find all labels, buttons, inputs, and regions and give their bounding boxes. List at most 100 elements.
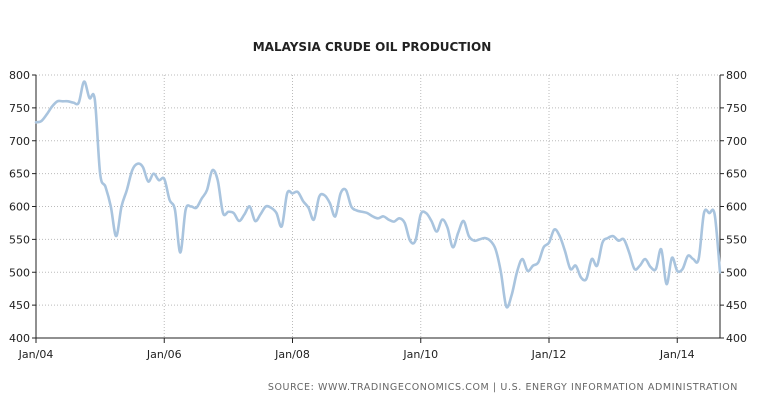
data-point (457, 232, 459, 234)
data-point (719, 271, 721, 273)
data-point (275, 212, 277, 214)
data-point (687, 255, 689, 257)
data-point (35, 121, 37, 123)
y-tick-label-left: 700 (9, 135, 30, 148)
data-point (339, 192, 341, 194)
y-tick-label-left: 800 (9, 69, 30, 82)
data-point (532, 264, 534, 266)
data-point (478, 238, 480, 240)
data-point (174, 209, 176, 211)
data-point (78, 101, 80, 103)
y-axis-right: 400 450 500 550 600 650 700 750 800 (720, 69, 747, 345)
y-tick-label-right: 700 (726, 135, 747, 148)
y-tick-label-left: 500 (9, 266, 30, 279)
data-point (334, 215, 336, 217)
y-tick-label-right: 800 (726, 69, 747, 82)
x-tick-label: Jan/14 (659, 348, 695, 361)
data-point (387, 218, 389, 220)
data-point (537, 261, 539, 263)
data-point (318, 195, 320, 197)
data-point (542, 246, 544, 248)
data-point (494, 248, 496, 250)
data-point (233, 212, 235, 214)
y-tick-label-left: 650 (9, 168, 30, 181)
data-point (126, 189, 128, 191)
data-point (366, 212, 368, 214)
data-point (596, 264, 598, 266)
data-point (430, 220, 432, 222)
data-point (307, 207, 309, 209)
data-point (607, 237, 609, 239)
data-point (323, 194, 325, 196)
y-tick-label-left: 600 (9, 201, 30, 214)
data-point (179, 251, 181, 253)
data-point (377, 217, 379, 219)
data-point (575, 264, 577, 266)
data-point (259, 213, 261, 215)
y-tick-label-left: 450 (9, 299, 30, 312)
data-point (227, 211, 229, 213)
data-point (526, 270, 528, 272)
data-point (99, 172, 101, 174)
data-point (51, 105, 53, 107)
data-point (553, 228, 555, 230)
grid-lines (36, 74, 720, 338)
data-point (404, 222, 406, 224)
data-point (72, 101, 74, 103)
x-axis: Jan/04 Jan/06 Jan/08 Jan/10 Jan/12 Jan/14 (18, 338, 695, 361)
data-point (633, 268, 635, 270)
data-point (238, 220, 240, 222)
data-point (184, 209, 186, 211)
data-point (703, 212, 705, 214)
data-point (655, 268, 657, 270)
y-tick-label-right: 450 (726, 299, 747, 312)
series-line (34, 80, 722, 309)
data-point (195, 207, 197, 209)
data-point (414, 239, 416, 241)
source-note: SOURCE: WWW.TRADINGECONOMICS.COM | U.S. … (268, 382, 738, 393)
data-point (206, 189, 208, 191)
data-point (382, 215, 384, 217)
data-point (436, 230, 438, 232)
data-point (569, 268, 571, 270)
data-point (617, 239, 619, 241)
y-tick-label-left: 400 (9, 332, 30, 345)
data-point (281, 225, 283, 227)
data-point (350, 205, 352, 207)
data-point (681, 268, 683, 270)
data-point (601, 241, 603, 243)
data-point (692, 258, 694, 260)
y-axis-left: 400 450 500 550 600 650 700 750 800 (9, 69, 36, 345)
x-tick-label: Jan/12 (531, 348, 567, 361)
data-point (270, 207, 272, 209)
data-point (671, 257, 673, 259)
data-point (697, 258, 699, 260)
x-tick-label: Jan/04 (18, 348, 54, 361)
y-tick-label-right: 600 (726, 201, 747, 214)
data-point (420, 213, 422, 215)
data-point (168, 199, 170, 201)
data-point (591, 258, 593, 260)
data-point (425, 212, 427, 214)
data-point (110, 205, 112, 207)
data-point (665, 283, 667, 285)
data-point (67, 100, 69, 102)
data-point (286, 192, 288, 194)
data-point (83, 80, 85, 82)
data-point (136, 163, 138, 165)
data-point (505, 305, 507, 307)
data-point (190, 205, 192, 207)
data-point (580, 276, 582, 278)
data-point (612, 235, 614, 237)
data-point (484, 237, 486, 239)
data-point (254, 220, 256, 222)
y-tick-label-right: 650 (726, 168, 747, 181)
data-point (516, 271, 518, 273)
data-point (558, 235, 560, 237)
data-point (45, 113, 47, 115)
data-point (462, 220, 464, 222)
data-point (660, 248, 662, 250)
data-point (676, 270, 678, 272)
y-tick-label-left: 550 (9, 233, 30, 246)
